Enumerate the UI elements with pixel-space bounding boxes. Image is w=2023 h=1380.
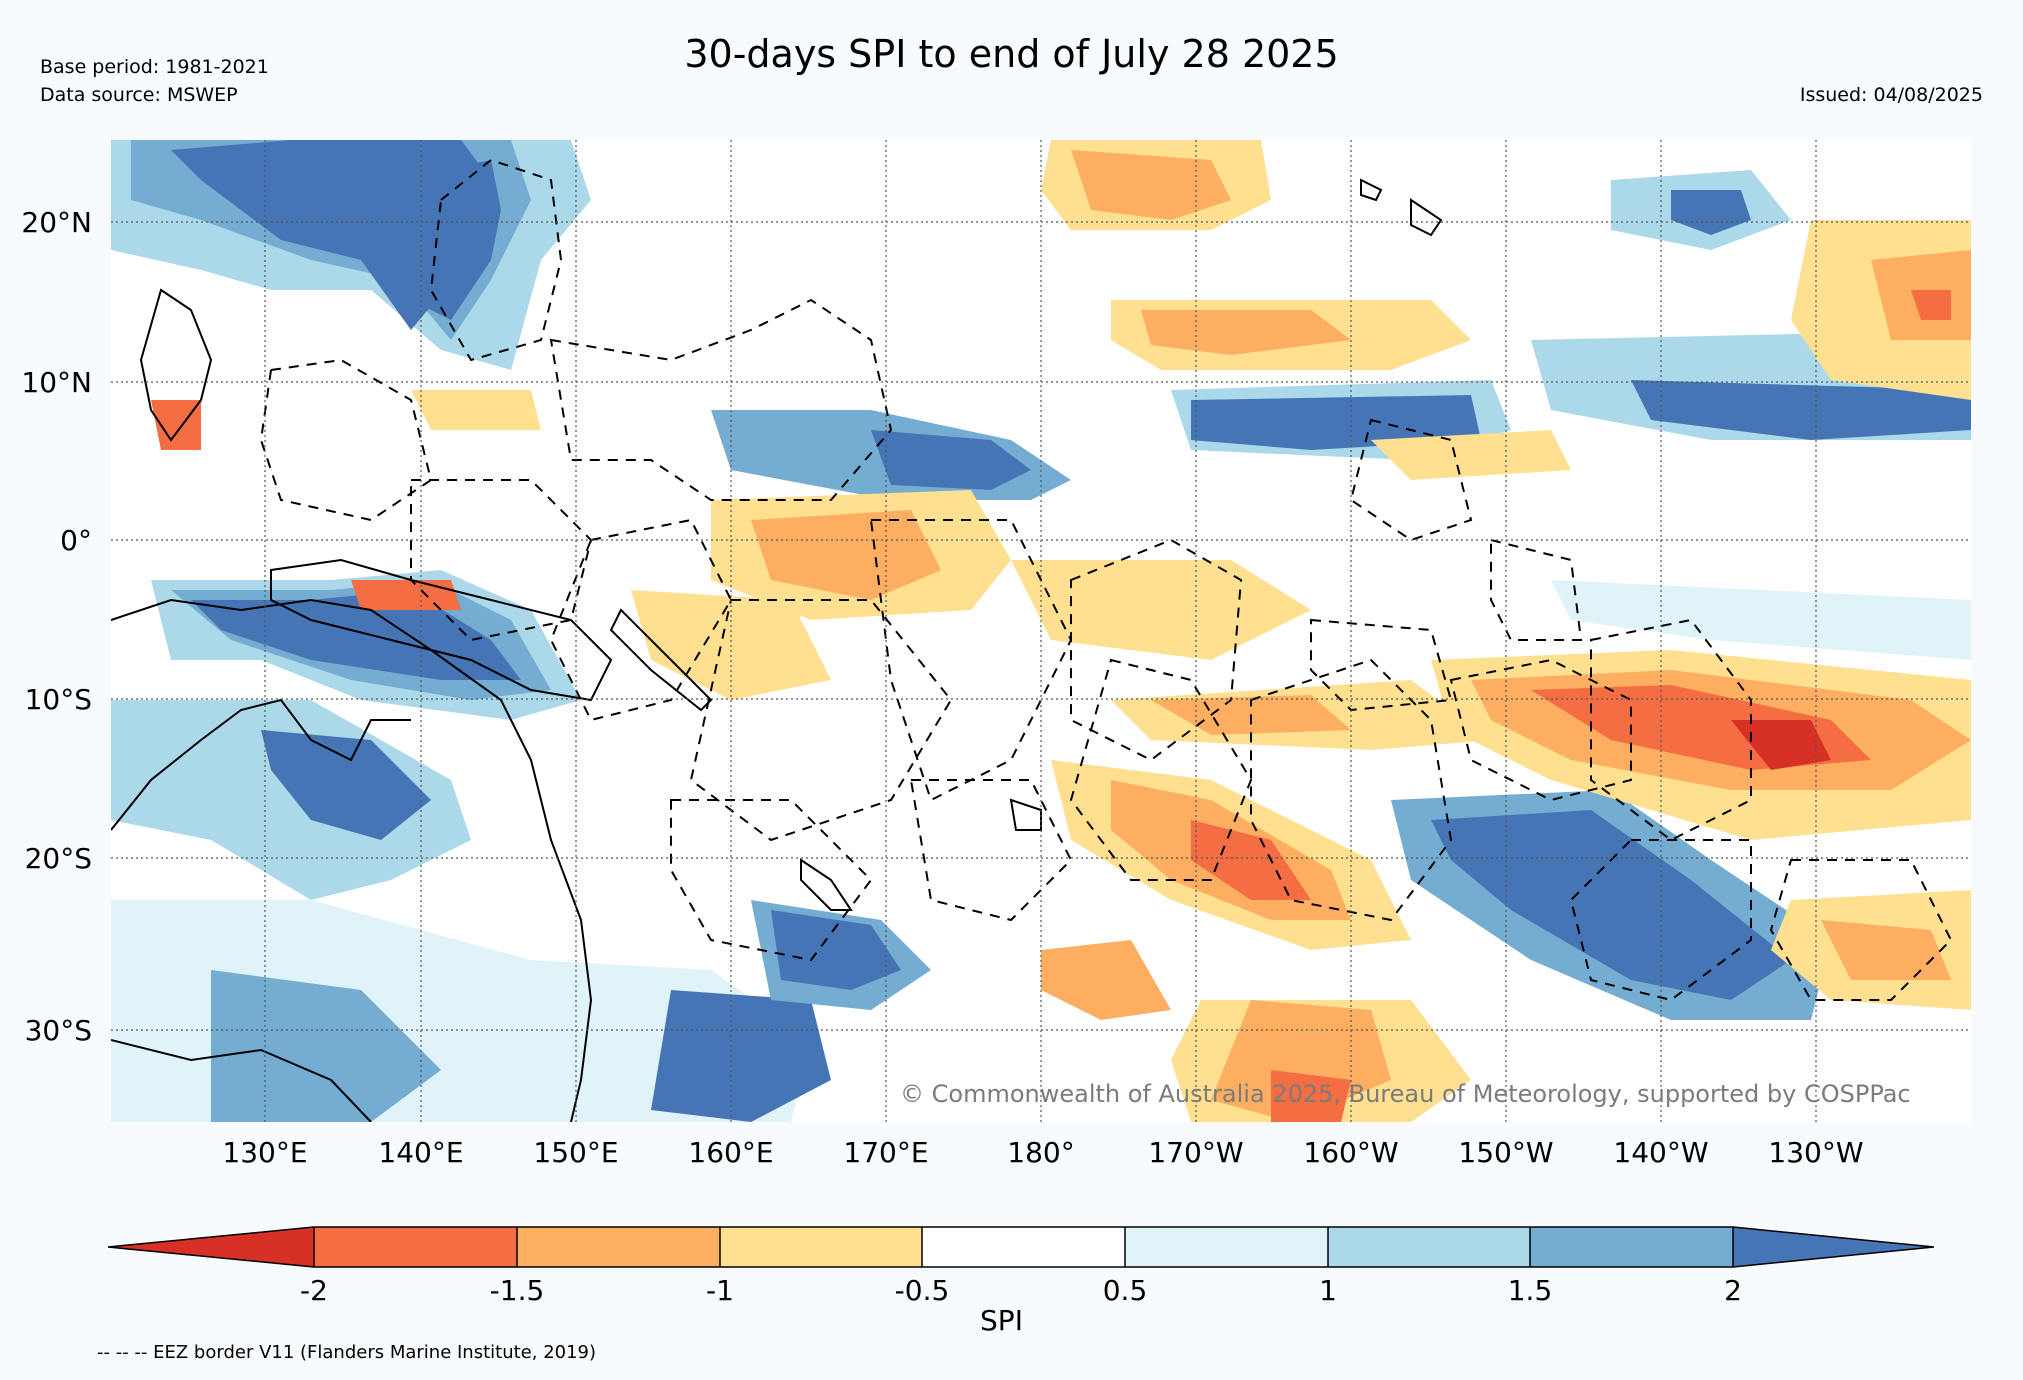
issued-date: Issued: 04/08/2025	[1799, 84, 1983, 106]
copyright-watermark: © Commonwealth of Australia 2025, Bureau…	[900, 1080, 1911, 1108]
lat-tick-20n: 20°N	[21, 206, 92, 239]
gridlines	[111, 140, 1971, 1122]
lon-tick-160w: 160°W	[1303, 1136, 1399, 1169]
lon-tick-180: 180°	[1007, 1136, 1075, 1169]
colorbar-tick-0-5: 0.5	[1102, 1274, 1148, 1307]
spi-colorbar	[108, 1226, 1934, 1268]
colorbar-bin-1	[314, 1227, 517, 1267]
lat-tick-10n: 10°N	[21, 366, 92, 399]
colorbar-bin-7	[1530, 1227, 1733, 1267]
lon-tick-150e: 150°E	[533, 1136, 619, 1169]
base-period-text: Base period: 1981-2021	[40, 56, 269, 78]
lon-tick-170e: 170°E	[843, 1136, 929, 1169]
lon-tick-130w: 130°W	[1768, 1136, 1864, 1169]
spi-blue-anomalies	[111, 140, 1971, 1122]
colorbar-label: SPI	[980, 1304, 1023, 1337]
spi-map-canvas	[111, 140, 1971, 1122]
lon-tick-140e: 140°E	[378, 1136, 464, 1169]
colorbar-bin-3	[720, 1227, 922, 1267]
colorbar-tick-neg1-5: -1.5	[489, 1274, 545, 1307]
colorbar-bin-6	[1328, 1227, 1530, 1267]
data-source-text: Data source: MSWEP	[40, 84, 238, 106]
colorbar-tick-2: 2	[1724, 1274, 1742, 1307]
colorbar-bin-2	[517, 1227, 720, 1267]
colorbar-tick-neg0-5: -0.5	[894, 1274, 950, 1307]
spi-map	[111, 140, 1971, 1122]
coastlines	[111, 178, 1443, 1122]
lat-tick-20s: 20°S	[24, 842, 92, 875]
lon-tick-170w: 170°W	[1148, 1136, 1244, 1169]
lon-tick-130e: 130°E	[222, 1136, 308, 1169]
lat-tick-0: 0°	[60, 524, 92, 557]
lon-tick-160e: 160°E	[688, 1136, 774, 1169]
lat-tick-30s: 30°S	[24, 1014, 92, 1047]
colorbar-tick-neg1: -1	[706, 1274, 734, 1307]
eez-legend-note: -- -- -- EEZ border V11 (Flanders Marine…	[97, 1342, 597, 1363]
colorbar-extend-low	[108, 1227, 314, 1267]
map-title: 30-days SPI to end of July 28 2025	[684, 32, 1339, 76]
colorbar-tick-1: 1	[1319, 1274, 1337, 1307]
colorbar-bin-5	[1125, 1227, 1328, 1267]
lat-tick-10s: 10°S	[24, 683, 92, 716]
colorbar-tick-1-5: 1.5	[1507, 1274, 1553, 1307]
lon-tick-140w: 140°W	[1613, 1136, 1709, 1169]
colorbar-extend-high	[1733, 1227, 1934, 1267]
lon-tick-150w: 150°W	[1458, 1136, 1554, 1169]
colorbar-bin-4	[922, 1227, 1125, 1267]
spi-orange-anomalies	[151, 140, 1971, 1122]
colorbar-tick-neg2: -2	[300, 1274, 328, 1307]
